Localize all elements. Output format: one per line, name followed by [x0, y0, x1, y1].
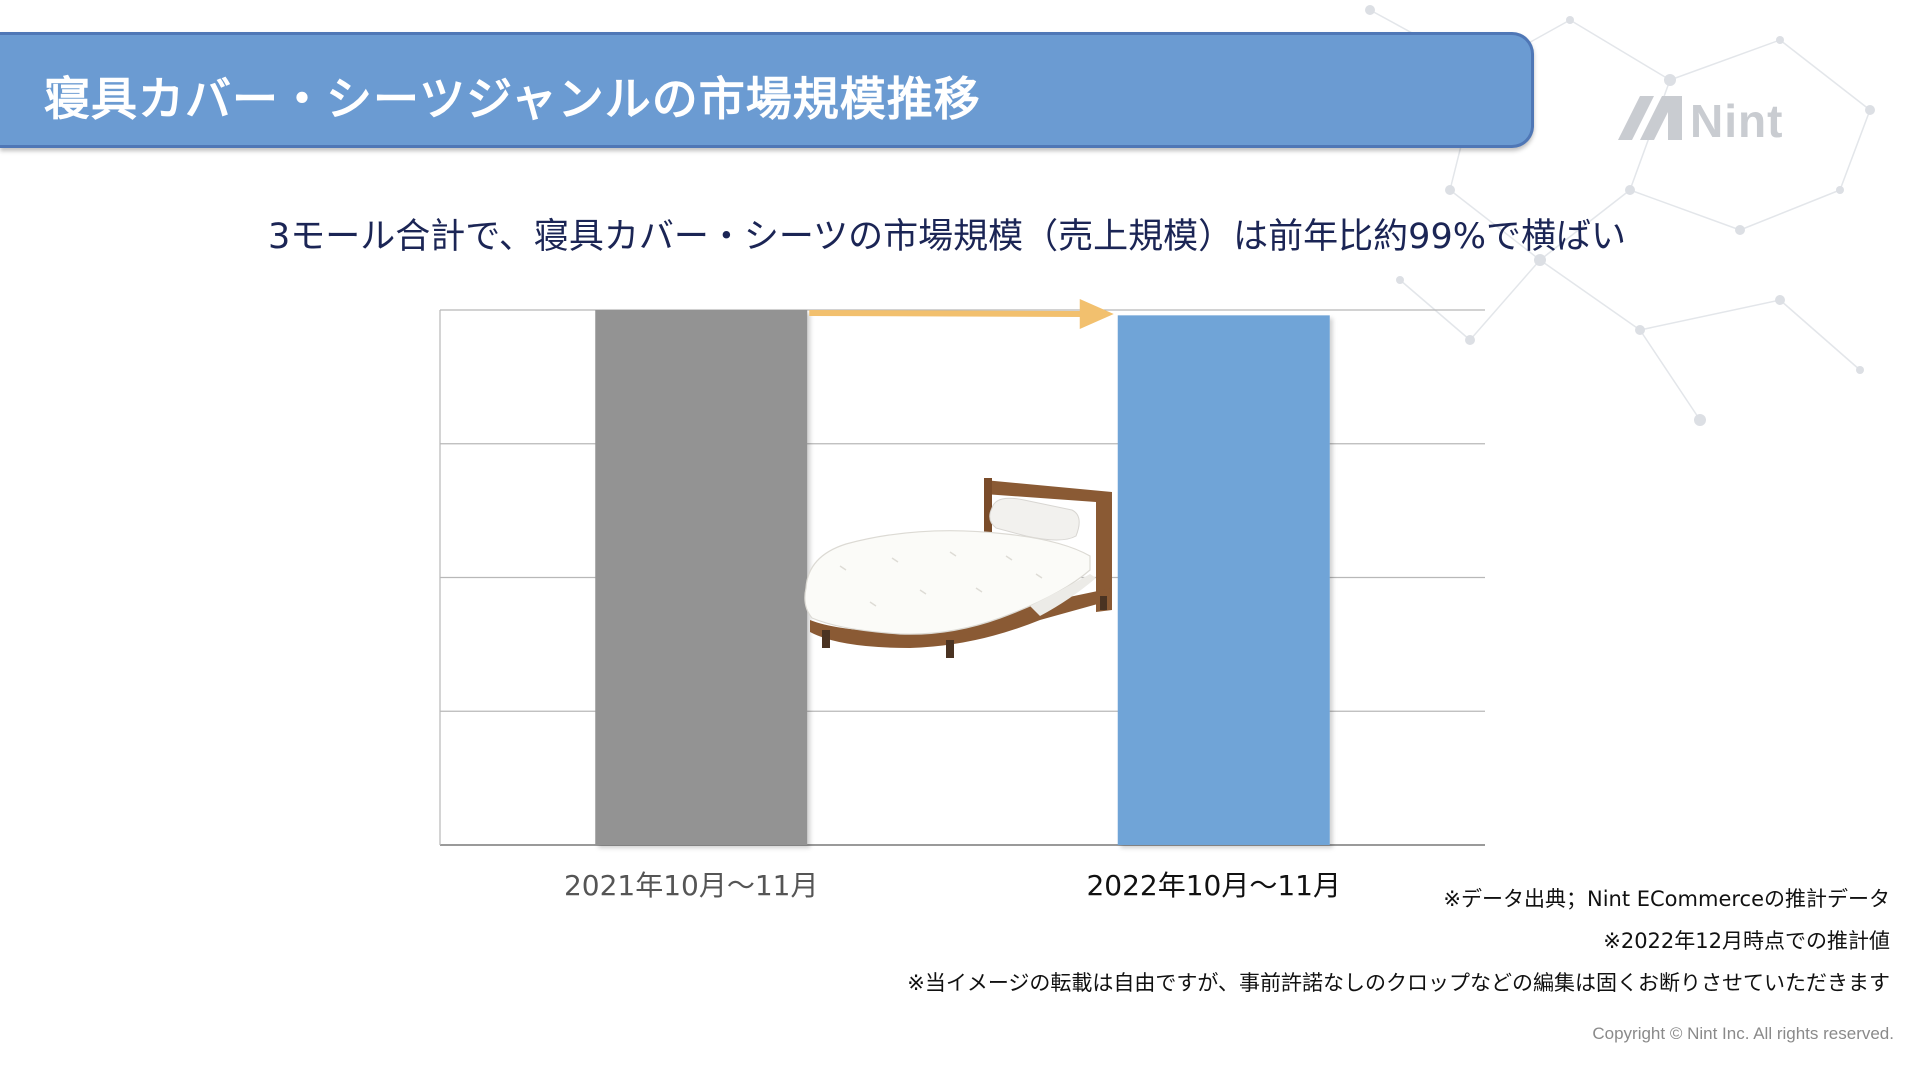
page-title: 寝具カバー・シーツジャンルの市場規模推移 [44, 72, 981, 126]
chart-headline: 3モール合計で、寝具カバー・シーツの市場規模（売上規模）は前年比約99%で横ばい [268, 217, 1626, 257]
nint-logo-icon [1618, 96, 1682, 140]
note-usage: ※当イメージの転載は自由ですが、事前許諾なしのクロップなどの編集は固くお断りさせ… [907, 971, 1890, 995]
title-banner: 寝具カバー・シーツジャンルの市場規模推移 [0, 32, 1534, 148]
trend-arrow-shaft [809, 310, 1084, 317]
bed-icon [804, 478, 1112, 658]
trend-arrow-head [1079, 299, 1114, 329]
logo-text: Nint [1690, 95, 1784, 147]
footnotes: ※データ出典；Nint ECommerceの推計データ ※2022年12月時点で… [907, 888, 1890, 1014]
copyright: Copyright © Nint Inc. All rights reserve… [1592, 1024, 1894, 1043]
chart-bars [595, 310, 1330, 846]
x-tick-label: 2022年10月〜11月 [1086, 869, 1341, 902]
note-source: ※データ出典；Nint ECommerceの推計データ [1443, 887, 1890, 911]
note-date: ※2022年12月時点での推計値 [1603, 929, 1890, 953]
bar-chart: 2021年10月〜11月 2022年10月〜11月 [439, 299, 1485, 902]
bar [595, 310, 808, 845]
bar [1117, 315, 1330, 846]
chart-tick-labels: 2021年10月〜11月 2022年10月〜11月 [564, 869, 1341, 902]
x-tick-label: 2021年10月〜11月 [564, 869, 819, 902]
chart-annotations [809, 299, 1114, 329]
